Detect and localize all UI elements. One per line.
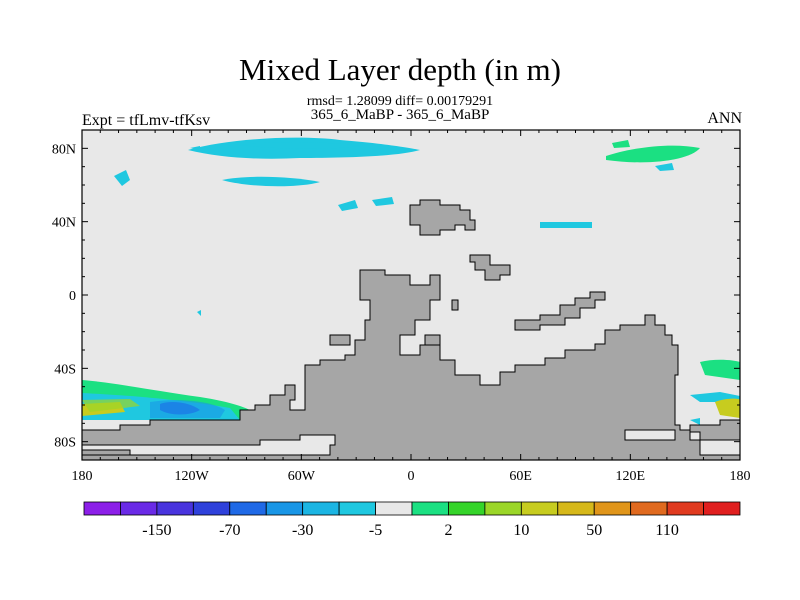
anomaly-arctic-band-2	[240, 142, 360, 149]
colorbar-swatch	[703, 501, 741, 516]
anomaly-southeast-green	[700, 359, 740, 380]
y-tick-label: 80N	[52, 142, 76, 157]
anomaly-northeast-green	[606, 145, 700, 163]
chart-title: Mixed Layer depth (in m)	[239, 52, 561, 87]
land-mask	[82, 199, 740, 460]
x-axis: 180 120W 60W 0 60E 120E 180	[72, 130, 751, 484]
colorbar-label: 2	[444, 522, 452, 539]
colorbar-swatch	[302, 501, 340, 516]
y-tick-label: 0	[69, 289, 76, 304]
y-tick-label: 40S	[54, 362, 76, 377]
colorbar: -150 -70 -30 -5 2 10 50 110	[83, 501, 741, 539]
colorbar-swatch	[630, 501, 668, 516]
season-label: ANN	[707, 110, 742, 127]
colorbar-swatch	[484, 501, 522, 516]
y-tick-label: 80S	[54, 436, 76, 451]
colorbar-swatch	[265, 501, 304, 516]
land-central-asia	[409, 199, 476, 236]
land-south-inner-lake	[624, 429, 676, 441]
case-line: 365_6_MaBP - 365_6_MaBP	[310, 107, 490, 123]
colorbar-swatch	[557, 501, 595, 516]
land-small-island	[424, 334, 441, 346]
anomaly-southeast-cyan-speck	[690, 418, 700, 425]
anomaly-field	[82, 137, 740, 425]
y-axis: 80N 40N 0 40S 80S	[52, 142, 740, 451]
anomaly-northeast-green-2	[612, 140, 630, 148]
colorbar-swatch	[120, 501, 158, 516]
anomaly-arctic-patch	[222, 176, 320, 187]
colorbar-label: 50	[586, 522, 602, 539]
anomaly-southwest-blue-2	[150, 400, 225, 418]
land-southeast-isle	[689, 419, 740, 441]
anomaly-ne-cyan	[372, 197, 394, 206]
colorbar-swatch	[375, 501, 413, 516]
x-tick-label: 60W	[288, 469, 316, 484]
colorbar-label: 10	[513, 522, 529, 539]
colorbar-label: -30	[292, 522, 313, 539]
land-east-asia-isle	[469, 254, 511, 281]
anomaly-east-cyan-speck	[540, 222, 592, 228]
anomaly-southeast-yellow	[715, 398, 740, 418]
colorbar-swatch	[229, 501, 267, 516]
x-tick-label: 0	[408, 469, 415, 484]
anomaly-arctic-speck-2	[338, 200, 358, 211]
colorbar-label: -5	[369, 522, 382, 539]
x-tick-label: 120W	[175, 469, 210, 484]
anomaly-small-cyan	[197, 310, 201, 316]
colorbar-label: -70	[219, 522, 240, 539]
colorbar-swatch	[448, 501, 486, 516]
x-tick-label: 60E	[509, 469, 532, 484]
y-tick-label: 40N	[52, 216, 76, 231]
colorbar-swatch	[338, 501, 376, 516]
colorbar-label: 110	[655, 522, 678, 539]
land-east-strip	[514, 291, 606, 331]
x-tick-label: 120E	[616, 469, 646, 484]
anomaly-southwest-lime	[82, 399, 140, 412]
colorbar-swatch	[192, 501, 231, 516]
land-small-speck	[451, 299, 459, 311]
colorbar-swatch	[666, 501, 704, 516]
anomaly-arctic-speck	[114, 170, 130, 186]
x-tick-label: 180	[730, 469, 751, 484]
stats-line: rmsd= 1.28099 diff= 0.00179291	[306, 94, 494, 109]
colorbar-swatch	[593, 501, 632, 516]
colorbar-label: -150	[142, 522, 171, 539]
colorbar-swatch	[156, 501, 194, 516]
colorbar-swatch	[411, 501, 449, 516]
anomaly-arctic-speck-3	[190, 146, 200, 150]
experiment-label: Expt = tfLmv-tfKsv	[82, 112, 211, 129]
land-mid-island	[329, 334, 351, 346]
colorbar-swatch	[520, 501, 559, 516]
colorbar-swatch	[83, 501, 121, 516]
land-sw-tip	[82, 449, 131, 456]
anomaly-northeast-cyan	[655, 163, 674, 171]
x-tick-label: 180	[72, 469, 93, 484]
